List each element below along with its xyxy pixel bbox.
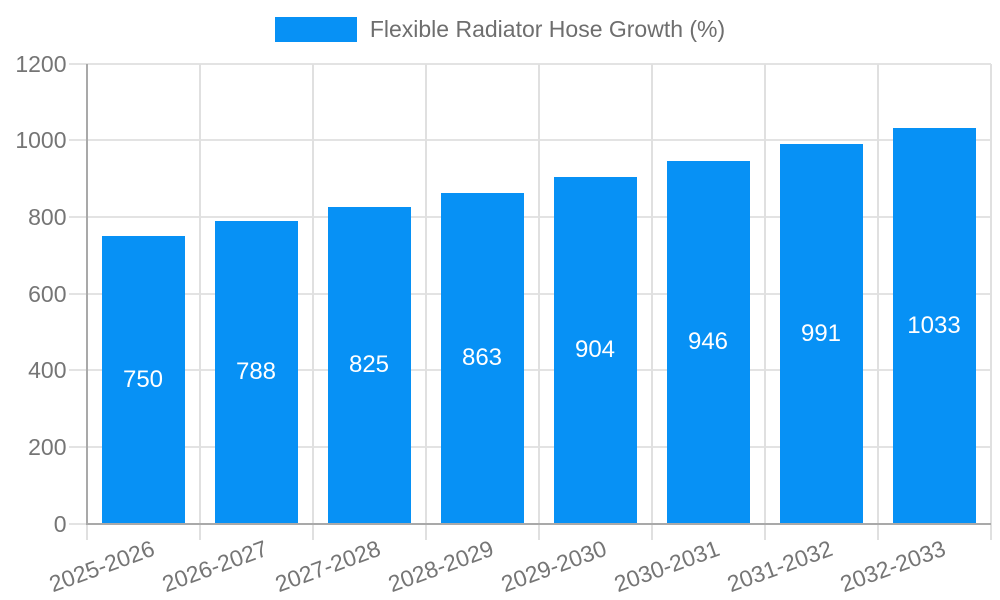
bar-value-label: 904 [574, 336, 616, 364]
y-tick [69, 522, 87, 525]
x-axis-line [85, 522, 991, 525]
y-gridline [69, 445, 991, 448]
bar-value-label: 750 [122, 365, 164, 393]
bar-value-label: 946 [687, 328, 729, 356]
bar [327, 207, 411, 524]
chart-legend: Flexible Radiator Hose Growth (%) [0, 16, 1000, 43]
y-gridline [69, 215, 991, 218]
legend-label: Flexible Radiator Hose Growth (%) [369, 16, 726, 42]
x-tick-label: 2032-2033 [836, 534, 949, 597]
y-gridline [69, 369, 991, 372]
bar-value-label: 991 [800, 319, 842, 347]
bar [101, 236, 185, 524]
y-tick-label: 0 [53, 510, 67, 537]
y-tick-label: 600 [28, 280, 67, 307]
x-gridline [763, 63, 766, 540]
y-tick-label: 200 [28, 433, 67, 460]
x-gridline [311, 63, 314, 540]
x-gridline [876, 63, 879, 540]
x-gridline [650, 63, 653, 540]
x-gridline [537, 63, 540, 540]
bar-value-label: 825 [348, 351, 390, 379]
x-tick-label: 2030-2031 [610, 534, 723, 597]
bar [666, 160, 750, 524]
x-gridline [424, 63, 427, 540]
y-tick-label: 1200 [15, 50, 67, 77]
legend-swatch [274, 17, 357, 42]
x-tick-label: 2025-2026 [45, 534, 158, 597]
x-tick-label: 2031-2032 [723, 534, 836, 597]
y-axis-line [85, 63, 88, 524]
y-tick-label: 800 [28, 203, 67, 230]
bar [214, 221, 298, 524]
x-gridline [198, 63, 201, 540]
y-tick-label: 400 [28, 357, 67, 384]
bar [553, 176, 637, 524]
x-tick-label: 2027-2028 [271, 534, 384, 597]
x-tick-label: 2029-2030 [497, 534, 610, 597]
y-gridline [69, 62, 991, 65]
bar [892, 127, 976, 524]
bar-value-label: 1033 [907, 311, 961, 339]
y-gridline [69, 292, 991, 295]
bar [440, 192, 524, 524]
bar-value-label: 788 [235, 358, 277, 386]
y-tick-label: 1000 [15, 127, 67, 154]
x-tick-label: 2028-2029 [384, 534, 497, 597]
bar [779, 143, 863, 524]
x-tick-label: 2026-2027 [158, 534, 271, 597]
bar-value-label: 863 [461, 344, 503, 372]
x-gridline [989, 63, 992, 540]
y-gridline [69, 139, 991, 142]
